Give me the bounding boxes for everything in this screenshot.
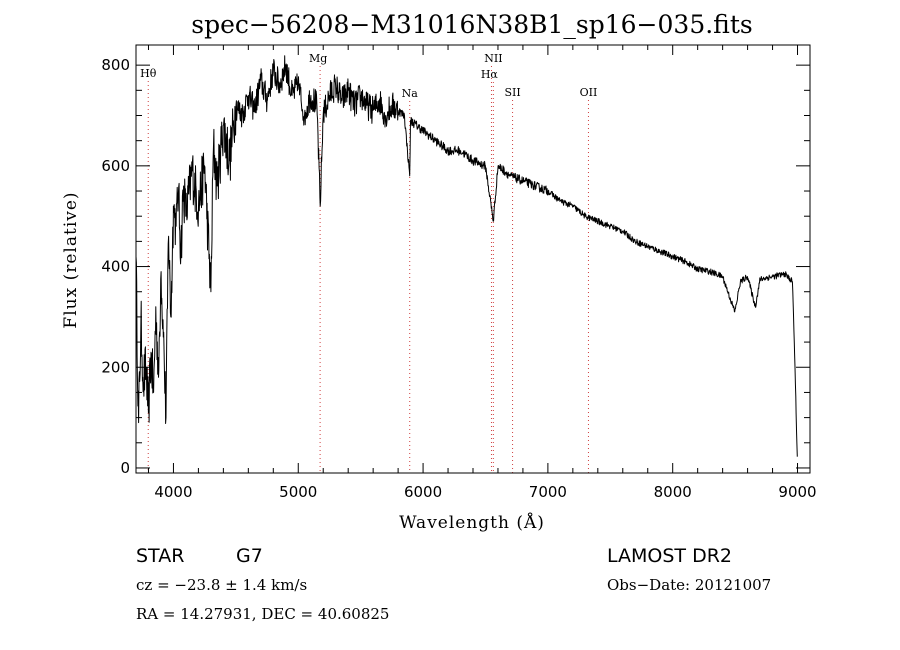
x-tick-label-0: 4000 bbox=[154, 483, 192, 501]
y-tick-label-2: 400 bbox=[101, 258, 130, 276]
chart-title: spec−56208−M31016N38B1_sp16−035.fits bbox=[191, 10, 752, 39]
x-tick-label-3: 7000 bbox=[529, 483, 567, 501]
spectral-line-label-1: Mg bbox=[309, 52, 327, 65]
series-layer bbox=[135, 55, 798, 457]
obs-date-text: Obs−Date: 20121007 bbox=[607, 576, 771, 594]
axis-ticks bbox=[136, 45, 810, 473]
x-axis-label: Wavelength (Å) bbox=[399, 512, 545, 533]
spectral-line-label-5: SII bbox=[504, 86, 520, 99]
x-tick-label-5: 9000 bbox=[778, 483, 816, 501]
spectral-line-label-6: OII bbox=[580, 86, 598, 99]
spectrum-line-0 bbox=[135, 55, 798, 457]
x-tick-label-1: 5000 bbox=[279, 483, 317, 501]
spectral-line-label-2: Na bbox=[402, 87, 419, 100]
object-class: STAR bbox=[136, 545, 184, 567]
y-tick-label-1: 200 bbox=[101, 358, 130, 376]
y-tick-label-4: 800 bbox=[101, 56, 130, 74]
spectral-line-label-4: Hα bbox=[481, 68, 499, 81]
survey-name: LAMOST DR2 bbox=[607, 545, 732, 567]
x-tick-label-2: 6000 bbox=[404, 483, 442, 501]
y-tick-label-3: 600 bbox=[101, 157, 130, 175]
coordinates-text: RA = 14.27931, DEC = 40.60825 bbox=[136, 605, 389, 623]
x-tick-label-4: 8000 bbox=[654, 483, 692, 501]
y-axis-label: Flux (relative) bbox=[61, 191, 81, 328]
object-subclass: G7 bbox=[236, 545, 263, 567]
spectral-line-label-0: Hθ bbox=[140, 67, 157, 80]
spectral-line-labels: Hθ Mg Na NII Hα SII OII bbox=[140, 52, 597, 100]
spectral-line-markers bbox=[147, 66, 589, 473]
y-tick-label-0: 0 bbox=[120, 459, 130, 477]
axis-tick-labels: 4000 5000 6000 7000 8000 9000 0 200 400 600 800 bbox=[101, 56, 816, 501]
spectral-line-label-3: NII bbox=[484, 52, 502, 65]
redshift-text: cz = −23.8 ± 1.4 km/s bbox=[136, 576, 307, 594]
